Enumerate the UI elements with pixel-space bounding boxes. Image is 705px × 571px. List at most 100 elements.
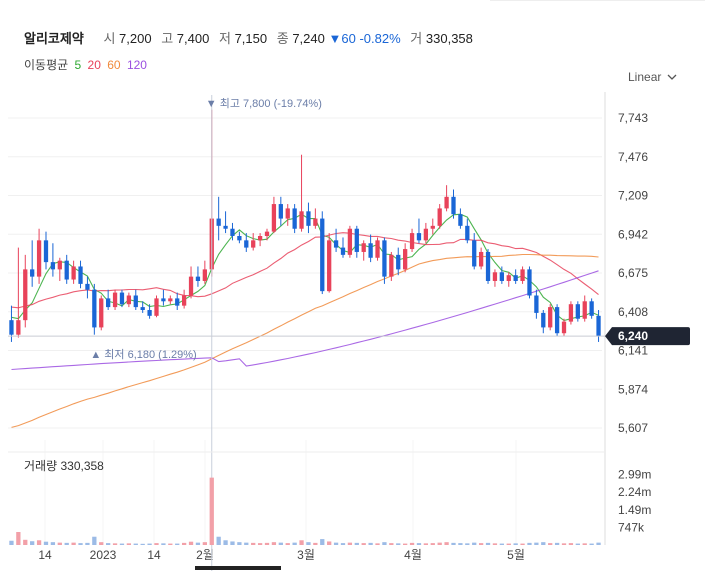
volume-bar <box>195 542 201 545</box>
candle <box>299 154 304 232</box>
candle <box>278 196 283 226</box>
candle-body <box>513 275 518 281</box>
volume-bar <box>78 543 83 545</box>
candle-body <box>368 243 373 258</box>
active-tab-indicator <box>195 566 281 570</box>
moving-average-legend[interactable]: 이동평균 5 20 60 120 <box>24 56 150 73</box>
volume-bar <box>9 540 14 545</box>
candle <box>465 218 470 244</box>
candle-body <box>541 312 546 328</box>
volume-bar <box>92 536 97 545</box>
ma-120-line <box>11 270 599 371</box>
volume-bar <box>285 543 290 545</box>
candle <box>472 233 477 270</box>
candle-body <box>257 235 263 241</box>
volume-bar <box>154 543 159 545</box>
candle-body <box>36 240 42 277</box>
candle-body <box>340 247 346 255</box>
candle-body <box>230 228 235 236</box>
volume-bar <box>451 542 456 545</box>
candle <box>106 289 111 311</box>
volume-bar <box>237 542 242 545</box>
volume-bar <box>251 542 256 545</box>
ma-5-label[interactable]: 5 <box>74 58 82 72</box>
volume-bar <box>50 542 56 545</box>
candle-body <box>133 295 138 308</box>
candle-body <box>285 208 290 219</box>
high-value: 7,400 <box>176 31 210 46</box>
volume-value: 330,358 <box>425 31 473 46</box>
candle-body <box>237 235 242 241</box>
candle <box>327 233 332 293</box>
candle <box>223 211 228 234</box>
candle-body <box>30 269 35 277</box>
quote-header: 알리코제약 시 7,200 고 7,400 저 7,150 종 7,240 ▼6… <box>24 28 473 47</box>
candle-body <box>472 240 477 267</box>
volume-bar <box>423 543 429 545</box>
candle <box>57 257 62 281</box>
volume-bar <box>119 543 125 545</box>
candle-body <box>57 260 62 270</box>
volume-bar <box>188 541 194 545</box>
ma-20-label[interactable]: 20 <box>87 58 101 72</box>
candle <box>119 289 125 308</box>
volume-bar <box>175 543 180 545</box>
candle <box>126 292 132 308</box>
candle <box>147 304 152 319</box>
volume-bar <box>575 543 580 545</box>
candle <box>161 289 166 306</box>
candle-body <box>396 254 401 270</box>
price-tick-label: 6,942 <box>618 227 648 241</box>
price-tick-label: 7,209 <box>618 189 648 203</box>
candle <box>237 231 242 244</box>
candle-body <box>403 249 408 270</box>
candle <box>361 240 366 261</box>
open-value: 7,200 <box>119 31 152 46</box>
candle <box>513 269 518 284</box>
candle-body <box>140 307 145 311</box>
volume-bar <box>465 543 470 545</box>
min-arrow-icon: ▲ <box>90 349 104 361</box>
candle <box>92 283 97 335</box>
candle <box>216 196 221 241</box>
volume-bar <box>368 542 373 545</box>
volume-bar <box>36 540 42 545</box>
volume-bar <box>299 540 304 545</box>
scale-toggle-button[interactable]: Linear <box>628 70 677 84</box>
candle <box>313 208 318 229</box>
low-label: 저 <box>218 31 231 46</box>
candle <box>320 211 325 295</box>
candle-body <box>85 283 90 290</box>
candle <box>271 196 277 234</box>
candle-body <box>271 204 277 232</box>
candle-body <box>492 272 498 281</box>
volume-bar <box>485 542 491 545</box>
candle-body <box>168 298 173 302</box>
candle <box>541 310 546 334</box>
candle <box>437 204 442 229</box>
high-label: 고 <box>161 31 174 46</box>
moving-average-label: 이동평균 <box>24 58 69 72</box>
candle-body <box>389 254 394 277</box>
candle <box>133 289 138 311</box>
ma-120-label[interactable]: 120 <box>126 58 147 72</box>
volume-bar <box>382 542 387 545</box>
candle <box>354 225 359 258</box>
time-tick-label: 14 <box>38 548 52 562</box>
ma-60-label[interactable]: 60 <box>107 58 121 72</box>
stock-name: 알리코제약 <box>24 31 84 46</box>
candle <box>589 298 594 319</box>
candle-body <box>534 295 539 313</box>
candle-body <box>223 225 228 229</box>
time-tick-label: 2023 <box>90 548 117 562</box>
volume-bar <box>506 543 511 545</box>
candle <box>520 266 525 284</box>
candle-body <box>320 218 325 292</box>
volume-bar <box>306 542 311 545</box>
volume-bar <box>354 542 359 545</box>
volume-bar <box>492 543 498 545</box>
candle-body <box>382 240 387 277</box>
candle-body <box>306 211 311 226</box>
chevron-down-icon <box>667 70 677 84</box>
